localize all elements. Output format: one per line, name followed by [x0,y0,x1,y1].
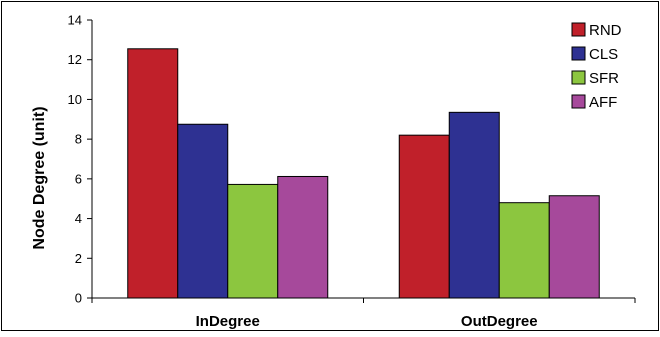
legend-swatch-aff [571,94,586,109]
legend: RND CLS SFR AFF [571,22,622,111]
legend-swatch-rnd [571,22,586,37]
legend-label-cls: CLS [589,46,618,63]
legend-label-aff: AFF [589,94,617,111]
legend-swatch-cls [571,46,586,61]
bar-aff-indegree [277,175,329,299]
bar-rnd-indegree [127,48,179,299]
bar-sfr-indegree [227,183,279,299]
y-tick-label: 6 [75,171,82,186]
bar-sfr-outdegree [498,202,550,299]
x-category-label: InDegree [196,313,260,330]
y-axis: 0 2 4 6 8 10 12 14 [68,13,93,306]
y-tick-label: 10 [68,92,82,107]
bar-aff-outdegree [548,195,600,299]
y-tick-label: 0 [75,291,82,306]
x-category-label: OutDegree [461,313,538,330]
y-tick-label: 4 [75,211,82,226]
y-tick-label: 14 [68,13,82,28]
legend-label-sfr: SFR [589,70,619,87]
y-tick-label: 12 [68,52,82,67]
bar-cls-outdegree [448,111,500,299]
legend-swatch-sfr [571,70,586,85]
y-axis-title: Node Degree (unit) [31,106,48,249]
legend-label-rnd: RND [589,22,622,39]
y-tick-label: 8 [75,132,82,147]
y-tick-label: 2 [75,251,82,266]
bar-rnd-outdegree [398,134,450,299]
bars [127,48,600,299]
bar-cls-indegree [177,123,229,299]
